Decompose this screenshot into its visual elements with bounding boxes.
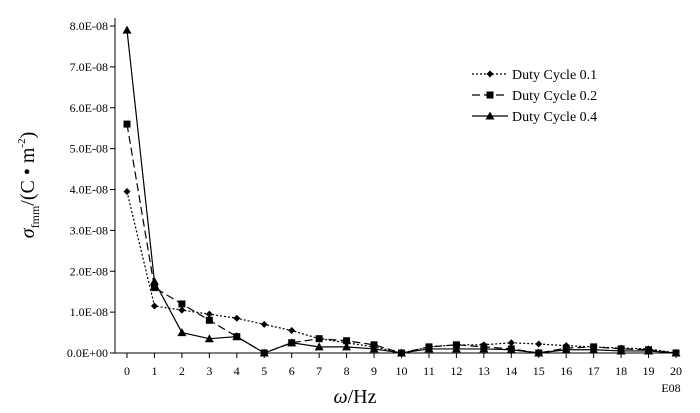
y-tick-label: 6.0E-08 <box>70 101 108 115</box>
data-point <box>150 284 158 292</box>
data-point <box>561 345 571 354</box>
x-tick-label: 6 <box>289 364 295 378</box>
data-point <box>369 344 379 353</box>
legend: Duty Cycle 0.1 Duty Cycle 0.2 Duty Cycle 0… <box>472 68 597 125</box>
legend-item: Duty Cycle 0.1 <box>472 68 597 83</box>
legend-marker <box>485 111 495 120</box>
data-point <box>644 346 654 355</box>
legend-item: Duty Cycle 0.4 <box>472 110 597 125</box>
x-tick-label: 8 <box>344 364 350 378</box>
x-tick-label: 14 <box>505 364 517 378</box>
x-tick-label: 2 <box>179 364 185 378</box>
x-tick-label: 11 <box>423 364 435 378</box>
legend-item: Duty Cycle 0.2 <box>472 89 597 104</box>
y-tick-label: 2.0E-08 <box>70 264 108 278</box>
x-tick-label: 9 <box>371 364 377 378</box>
data-point <box>259 348 269 357</box>
axes-layer: 0.0E+00 1.0E-08 2.0E-08 3.0E-08 4.0E-08 5.0E-… <box>67 18 682 378</box>
x-tick-label: 13 <box>478 364 490 378</box>
y-axis-subscript: fmm <box>28 205 42 228</box>
data-point <box>205 310 213 318</box>
x-multiplier-label: E08 <box>661 381 680 395</box>
x-axis-unit: /Hz <box>348 386 377 408</box>
data-point <box>177 328 187 337</box>
x-tick-label: 1 <box>151 364 157 378</box>
data-point <box>506 345 516 354</box>
data-point <box>232 332 242 341</box>
x-axis-title: ω/Hz <box>333 386 376 408</box>
data-point <box>342 342 352 351</box>
x-tick-label: 15 <box>533 364 545 378</box>
svg-text:σfmm/(C • m-2): σfmm/(C • m-2) <box>16 132 42 239</box>
data-point <box>204 334 214 343</box>
y-axis-symbol: σ <box>17 227 39 238</box>
x-tick-label: 19 <box>643 364 655 378</box>
data-point <box>671 348 681 357</box>
series-1 <box>123 188 680 357</box>
y-tick-label: 5.0E-08 <box>70 142 108 156</box>
series-2 <box>123 120 680 357</box>
series-3 <box>122 25 681 357</box>
legend-marker <box>486 70 494 78</box>
y-tick-label: 8.0E-08 <box>70 19 108 33</box>
x-tick-label: 5 <box>261 364 267 378</box>
data-point <box>288 327 296 335</box>
y-tick-label: 3.0E-08 <box>70 223 108 237</box>
x-tick-label: 16 <box>560 364 572 378</box>
x-tick-label: 7 <box>316 364 322 378</box>
data-point <box>534 348 544 357</box>
x-tick-label: 4 <box>234 364 240 378</box>
x-axis-symbol: ω <box>333 386 347 408</box>
data-point <box>233 314 241 322</box>
data-point <box>149 276 159 285</box>
data-point <box>260 320 268 328</box>
data-point <box>397 348 406 357</box>
series-line <box>126 191 677 354</box>
data-point <box>178 300 186 308</box>
data-point <box>287 338 297 347</box>
series-layer <box>122 25 681 357</box>
data-point <box>479 344 489 353</box>
x-tick-label: 10 <box>396 364 408 378</box>
data-point <box>451 344 461 353</box>
x-tick-label: 0 <box>124 364 130 378</box>
legend-marker <box>486 91 494 99</box>
x-tick-label: 3 <box>206 364 212 378</box>
y-axis-superscript: -2 <box>16 138 28 147</box>
y-axis-close: ) <box>17 132 39 139</box>
data-point <box>589 345 599 354</box>
y-axis-unit: /(C • m <box>17 147 39 206</box>
y-tick-label: 4.0E-08 <box>70 183 108 197</box>
x-tick-label: 18 <box>615 364 627 378</box>
y-tick-label: 7.0E-08 <box>70 60 108 74</box>
data-point <box>507 339 515 347</box>
data-point <box>150 302 158 310</box>
y-axis-title: σfmm/(C • m-2) <box>16 132 42 239</box>
x-tick-label: 17 <box>588 364 600 378</box>
data-point <box>314 342 324 351</box>
x-tick-label: 20 <box>670 364 682 378</box>
data-point <box>205 316 213 324</box>
data-point <box>535 340 543 348</box>
svg-text:ω/Hz: ω/Hz <box>333 386 376 408</box>
x-tick-label: 12 <box>450 364 462 378</box>
y-tick-label: 1.0E-08 <box>70 305 108 319</box>
y-tick-label: 0.0E+00 <box>67 346 108 360</box>
data-point <box>315 335 323 343</box>
data-point <box>178 306 186 314</box>
legend-label: Duty Cycle 0.4 <box>512 110 597 125</box>
legend-label: Duty Cycle 0.1 <box>512 68 597 83</box>
data-point <box>424 344 434 353</box>
legend-label: Duty Cycle 0.2 <box>512 89 597 104</box>
data-point <box>123 188 131 196</box>
data-point <box>123 120 131 128</box>
data-point <box>122 25 132 34</box>
data-point <box>343 337 351 345</box>
data-point <box>616 346 626 355</box>
